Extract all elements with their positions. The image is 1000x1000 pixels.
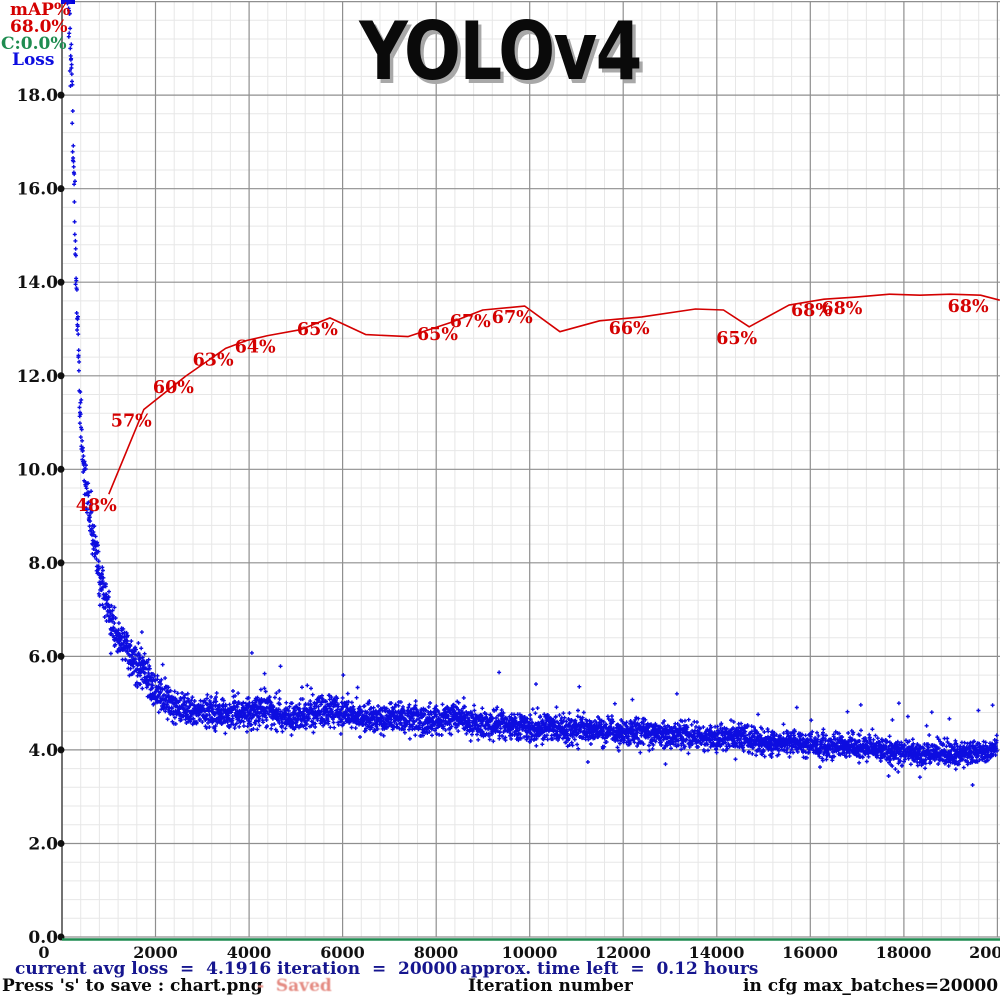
map-point-label: 67% bbox=[492, 308, 533, 328]
map-point-label: 57% bbox=[111, 412, 152, 432]
y-tick-label: 6.0 bbox=[28, 647, 58, 667]
y-tick-label: 16.0 bbox=[17, 180, 59, 200]
map-point-label: 67% bbox=[450, 312, 491, 332]
map-point-label: 64% bbox=[235, 338, 276, 358]
legend-class-label: C:0.0% bbox=[1, 34, 67, 54]
map-point-label: 66% bbox=[609, 319, 650, 339]
x-tick-label: 4000 bbox=[227, 943, 272, 962]
y-tick-label: 14.0 bbox=[17, 273, 59, 293]
y-axis-tick bbox=[57, 372, 65, 380]
x-tick-label: 0 bbox=[38, 943, 49, 962]
map-point-label: 68% bbox=[948, 297, 989, 317]
grid-major bbox=[61, 1, 1000, 938]
map-point-label: 48% bbox=[76, 496, 117, 516]
map-point-label: 68% bbox=[791, 301, 832, 321]
x-tick-label: 12000 bbox=[595, 943, 651, 962]
y-tick-label: 4.0 bbox=[28, 741, 58, 761]
status-current-avg-loss: current avg loss = 4.1916 bbox=[15, 959, 272, 979]
loss-scatter bbox=[61, 0, 999, 787]
legend-map-label: mAP% bbox=[10, 0, 71, 20]
x-axis-title: Iteration number bbox=[468, 976, 633, 996]
status-press-to-save: Press 's' to save : chart.png bbox=[2, 976, 263, 996]
x-tick-label: 18000 bbox=[876, 943, 932, 962]
status-iteration: iteration = 20000 bbox=[277, 959, 458, 979]
x-tick-label: 2000 bbox=[133, 943, 178, 962]
map-point-label: 65% bbox=[297, 320, 338, 340]
legend-map-current: 68.0% bbox=[10, 17, 68, 37]
map-point-label: 65% bbox=[716, 329, 757, 349]
y-axis-tick bbox=[57, 91, 65, 99]
map-line bbox=[108, 293, 1000, 495]
y-tick-label: 18.0 bbox=[17, 86, 59, 106]
y-tick-label: 8.0 bbox=[28, 554, 58, 574]
y-axis-tick bbox=[57, 839, 65, 847]
y-axis-tick bbox=[57, 465, 65, 473]
map-point-label: 63% bbox=[193, 350, 234, 370]
y-tick-label: 10.0 bbox=[17, 460, 59, 480]
map-point-label: 65% bbox=[417, 325, 458, 345]
map-point-label: 68% bbox=[821, 299, 862, 319]
status-max-batches: in cfg max_batches=20000 bbox=[743, 976, 999, 996]
x-tick-label: 8000 bbox=[414, 943, 459, 962]
map-point-label: 60% bbox=[153, 378, 194, 398]
y-tick-label: 2.0 bbox=[28, 834, 58, 854]
x-tick-label: 14000 bbox=[689, 943, 745, 962]
y-tick-label: 0.0 bbox=[28, 928, 58, 948]
x-tick-label: 16000 bbox=[782, 943, 838, 962]
y-axis-tick bbox=[57, 278, 65, 286]
y-tick-label: 12.0 bbox=[17, 367, 59, 387]
x-tick-label: 10000 bbox=[502, 943, 558, 962]
chart-title: YOLOv4 bbox=[359, 5, 642, 98]
x-tick-label: 6000 bbox=[320, 943, 365, 962]
status-saved-note: - Saved bbox=[257, 976, 332, 996]
legend-loss-label: Loss bbox=[12, 50, 55, 70]
x-tick-label: 20000 bbox=[969, 943, 1000, 962]
y-axis-tick bbox=[57, 185, 65, 193]
y-axis-tick bbox=[57, 746, 65, 754]
y-axis-tick bbox=[57, 652, 65, 660]
y-axis-tick bbox=[57, 559, 65, 567]
status-time-left: approx. time left = 0.12 hours bbox=[460, 959, 759, 979]
